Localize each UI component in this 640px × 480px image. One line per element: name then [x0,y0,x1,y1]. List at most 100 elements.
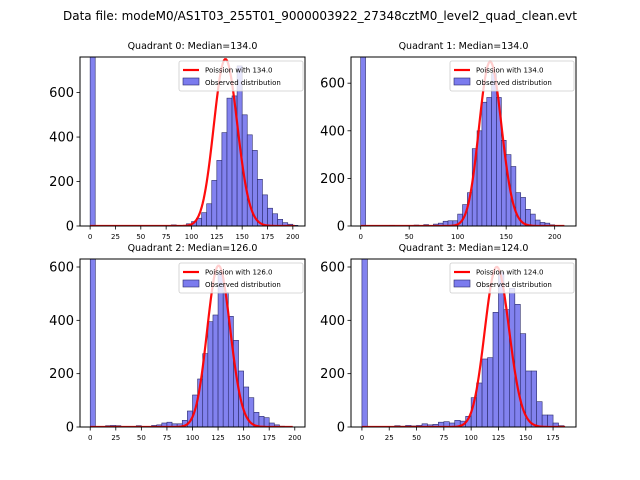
histogram-bar [481,101,488,226]
legend-box [178,60,304,92]
x-tick-label: 125 [210,233,223,241]
x-tick-label: 75 [162,233,171,241]
legend-label-poisson: Poission with 124.0 [476,269,544,277]
x-tick-label: 75 [162,434,171,442]
histogram-bar [217,272,224,427]
y-tick-label: 0 [66,220,74,235]
panel-title: Quadrant 2: Median=126.0 [128,243,258,254]
x-tick-label: 50 [137,434,146,442]
x-tick-label: 100 [464,434,477,442]
axes-frame [350,258,577,428]
legend-bar-swatch [182,279,200,288]
legend-label-observed: Observed distribution [205,281,281,289]
x-tick-label: 50 [412,434,421,442]
x-tick-label: 0 [88,233,92,241]
histogram-bar [541,414,548,427]
legend-label-poisson: Poission with 134.0 [476,67,544,75]
histogram-bar [487,357,494,427]
histogram-bar [272,213,278,226]
figure-suptitle: Data file: modeM0/AS1T03_255T01_90000039… [63,9,577,23]
histogram-bar [492,312,499,427]
legend-label-observed: Observed distribution [476,281,552,289]
histogram-bar [263,417,270,427]
x-tick-label: 200 [548,233,561,241]
histogram-bar [258,416,265,427]
legend-bar-swatch [453,77,471,86]
y-tick-label: 0 [337,421,345,436]
histogram-bar [360,57,366,226]
histogram-bar [481,358,488,427]
histogram-bar [530,213,536,226]
legend-bar-swatch [453,279,471,288]
histogram-bar [212,314,219,427]
x-tick-label: 175 [546,434,559,442]
x-tick-label: 200 [288,434,301,442]
y-tick-label: 600 [320,77,345,92]
histogram-bar [201,212,207,226]
histogram-bar [498,272,505,427]
legend-label-poisson: Poission with 126.0 [205,269,273,277]
x-tick-label: 0 [88,434,92,442]
poisson-curve [361,265,566,427]
histogram-bar [547,414,554,427]
quadrant-1-panel: Quadrant 1: Median=134.0 0 200 400 600 0 50 100… [320,41,577,241]
y-tick-label: 600 [320,261,345,276]
y-tick-label: 600 [49,261,74,276]
histogram-bar [552,422,559,427]
histogram-bar [216,160,223,226]
x-tick-label: 0 [358,233,362,241]
x-tick-label: 50 [405,233,414,241]
histogram-bar [207,321,214,427]
histogram-bar [361,259,368,427]
y-tick-label: 400 [49,131,74,146]
quadrant-0-panel: Quadrant 0: Median=134.0 0 200 400 600 0 25 50 7… [49,41,306,241]
y-tick-label: 200 [49,367,74,382]
x-tick-label: 150 [235,233,248,241]
y-tick-label: 400 [320,314,345,329]
axes-frame [350,56,577,227]
histogram-bar [262,194,268,226]
poisson-curve [90,264,293,427]
histogram-bar [226,97,233,226]
x-tick-label: 125 [211,434,224,442]
x-tick-label: 175 [263,434,276,442]
histogram-bar [89,259,96,427]
x-tick-label: 125 [492,434,505,442]
x-tick-label: 150 [237,434,250,442]
histogram-bar [206,203,213,226]
y-tick-label: 200 [320,172,345,187]
x-tick-label: 50 [136,233,145,241]
x-tick-label: 100 [451,233,464,241]
y-tick-label: 0 [337,220,345,235]
legend: Poission with 134.0 Observed distribution [449,60,575,92]
legend-bar-swatch [182,77,200,86]
x-tick-label: 75 [439,434,448,442]
legend-box [449,60,575,92]
x-tick-label: 0 [360,434,364,442]
x-tick-label: 150 [499,233,512,241]
quadrant-3-panel: Quadrant 3: Median=124.0 0 200 400 600 0 25 50 7… [320,243,577,442]
histogram-bar [221,132,228,226]
legend-box [449,262,575,294]
x-tick-label: 25 [111,233,120,241]
y-tick-label: 0 [66,421,74,436]
legend: Poission with 124.0 Observed distribution [449,262,575,294]
y-tick-label: 400 [320,124,345,139]
x-tick-label: 150 [519,434,532,442]
histogram-bar [491,73,497,226]
y-tick-label: 600 [49,86,74,101]
histogram-bar [514,304,521,427]
panel-title: Quadrant 3: Median=124.0 [399,243,529,254]
legend-box [178,262,304,294]
panel-title: Quadrant 1: Median=134.0 [399,41,529,52]
panel-title: Quadrant 0: Median=134.0 [128,41,258,52]
quadrant-2-panel: Quadrant 2: Median=126.0 0 200 400 600 0 25 50 7… [49,243,306,442]
histogram-bar [486,97,492,226]
poisson-curve [90,58,295,226]
y-tick-label: 200 [320,367,345,382]
legend-label-observed: Observed distribution [476,79,552,87]
x-tick-label: 25 [111,434,120,442]
histogram-bar [536,401,543,427]
histogram-bar [89,57,96,226]
